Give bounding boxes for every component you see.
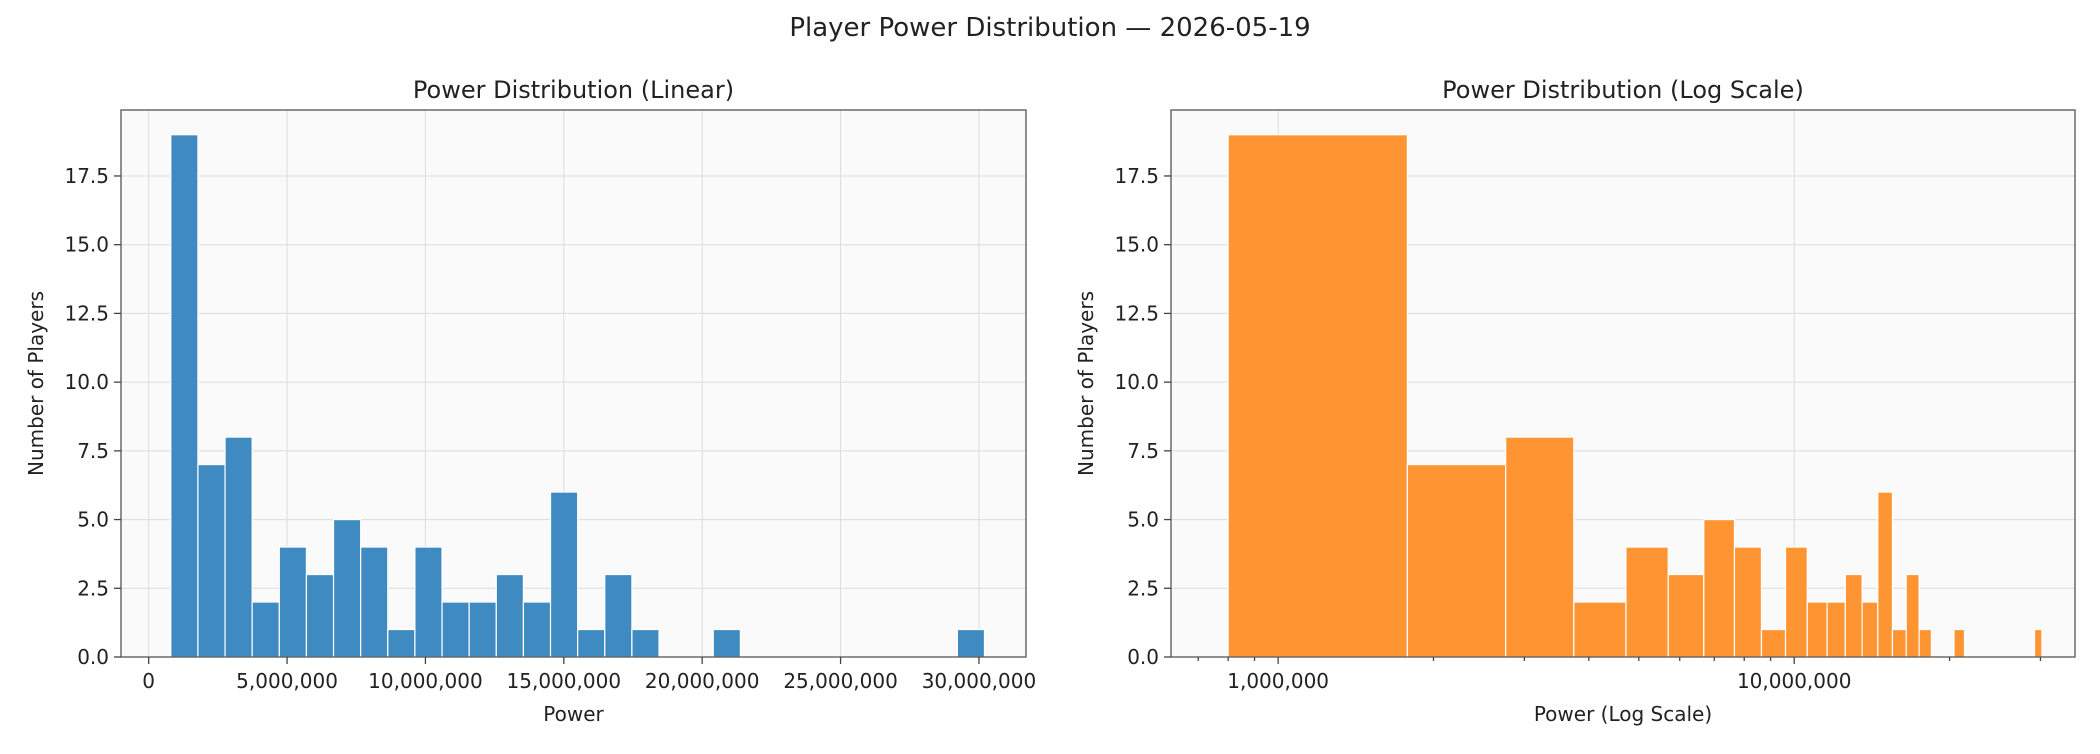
log-histogram-bar bbox=[1905, 573, 1920, 658]
linear-histogram-bar bbox=[604, 573, 633, 658]
log-panel-title: Power Distribution (Log Scale) bbox=[1442, 76, 1804, 104]
linear-histogram-bar bbox=[441, 601, 470, 658]
linear-histogram-bar bbox=[495, 573, 525, 658]
log-x-tick-label: 1,000,000 bbox=[1227, 669, 1329, 693]
linear-histogram-bar bbox=[522, 601, 552, 658]
linear-x-tick-label: 20,000,000 bbox=[645, 669, 760, 693]
linear-x-tick-label: 5,000,000 bbox=[236, 669, 338, 693]
linear-histogram-bar bbox=[549, 491, 579, 658]
linear-histogram-bar bbox=[360, 546, 389, 658]
linear-histogram-bar bbox=[414, 546, 443, 658]
linear-y-tick-label: 12.5 bbox=[64, 301, 109, 325]
log-y-tick-label: 2.5 bbox=[1127, 576, 1159, 600]
log-y-tick-label: 10.0 bbox=[1114, 370, 1159, 394]
linear-x-axis-label: Power bbox=[543, 702, 604, 726]
linear-x-tick-label: 15,000,000 bbox=[507, 669, 622, 693]
log-histogram-bar bbox=[1573, 601, 1627, 658]
linear-y-tick-label: 17.5 bbox=[64, 164, 109, 188]
linear-x-tick-label: 25,000,000 bbox=[783, 669, 898, 693]
linear-y-tick-label: 2.5 bbox=[77, 576, 109, 600]
linear-plot-frame bbox=[120, 109, 1027, 658]
linear-histogram-bar bbox=[956, 628, 986, 658]
log-histogram-bar bbox=[1891, 628, 1907, 658]
log-histogram-bar bbox=[1877, 491, 1894, 658]
log-y-axis-label: Number of Players bbox=[1074, 291, 1098, 476]
log-x-axis-label: Power (Log Scale) bbox=[1534, 702, 1712, 726]
log-y-tick-label: 17.5 bbox=[1114, 164, 1159, 188]
linear-histogram-bar bbox=[712, 628, 741, 658]
linear-histogram-bar bbox=[224, 436, 253, 658]
linear-histogram-bar bbox=[278, 546, 308, 658]
log-plot-frame bbox=[1170, 109, 2076, 658]
linear-x-tick-label: 0 bbox=[142, 669, 155, 693]
log-histogram-bar bbox=[1760, 628, 1787, 658]
log-histogram-bar bbox=[1784, 546, 1808, 658]
log-histogram-bar bbox=[1861, 601, 1879, 658]
linear-y-axis-label: Number of Players bbox=[24, 291, 48, 476]
log-histogram-bar bbox=[1733, 546, 1763, 658]
log-y-tick-label: 0.0 bbox=[1127, 645, 1159, 669]
linear-y-tick-label: 7.5 bbox=[77, 439, 109, 463]
linear-histogram-bar bbox=[577, 628, 606, 658]
log-histogram-bar bbox=[1826, 601, 1846, 658]
linear-y-tick-label: 15.0 bbox=[64, 233, 109, 257]
log-y-tick-label: 15.0 bbox=[1114, 233, 1159, 257]
log-histogram-bar bbox=[1918, 628, 1932, 658]
log-y-tick-label: 5.0 bbox=[1127, 508, 1159, 532]
linear-histogram-bar bbox=[468, 601, 497, 658]
linear-histogram-panel: 0.0 2.5 5.0 7.5 10.0 12.5 15.0 17.5 0 5,000,000 10… bbox=[24, 76, 1036, 726]
linear-histogram-bar bbox=[387, 628, 416, 658]
log-histogram-bar bbox=[2033, 628, 2043, 658]
log-y-tick-label: 12.5 bbox=[1114, 301, 1159, 325]
linear-histogram-bar bbox=[251, 601, 280, 658]
linear-y-tick-label: 10.0 bbox=[64, 370, 109, 394]
log-histogram-bar bbox=[1844, 573, 1863, 658]
linear-histogram-bar bbox=[631, 628, 660, 658]
log-histogram-bar bbox=[1953, 628, 1966, 658]
log-histogram-bar bbox=[1625, 546, 1669, 658]
linear-x-tick-label: 30,000,000 bbox=[922, 669, 1037, 693]
log-histogram-bar bbox=[1667, 573, 1705, 658]
figure-suptitle: Player Power Distribution — 2026-05-19 bbox=[789, 13, 1310, 43]
linear-histogram-bar bbox=[332, 518, 362, 658]
log-x-tick-label: 10,000,000 bbox=[1737, 669, 1852, 693]
log-histogram-bar bbox=[1406, 463, 1507, 658]
log-histogram-bar bbox=[1227, 134, 1408, 658]
linear-histogram-bar bbox=[170, 134, 199, 658]
linear-y-tick-label: 5.0 bbox=[77, 508, 109, 532]
log-histogram-bar bbox=[1505, 436, 1575, 658]
log-histogram-bar bbox=[1806, 601, 1828, 658]
linear-x-tick-label: 10,000,000 bbox=[368, 669, 483, 693]
log-y-tick-label: 7.5 bbox=[1127, 439, 1159, 463]
log-histogram-panel: 0.0 2.5 5.0 7.5 10.0 12.5 15.0 17.5 1,000,000 10,… bbox=[1074, 76, 2076, 726]
log-histogram-bar bbox=[1703, 518, 1736, 658]
linear-histogram-bar bbox=[305, 573, 335, 658]
linear-histogram-bar bbox=[197, 463, 226, 658]
linear-y-tick-label: 0.0 bbox=[77, 645, 109, 669]
linear-panel-title: Power Distribution (Linear) bbox=[413, 76, 734, 104]
